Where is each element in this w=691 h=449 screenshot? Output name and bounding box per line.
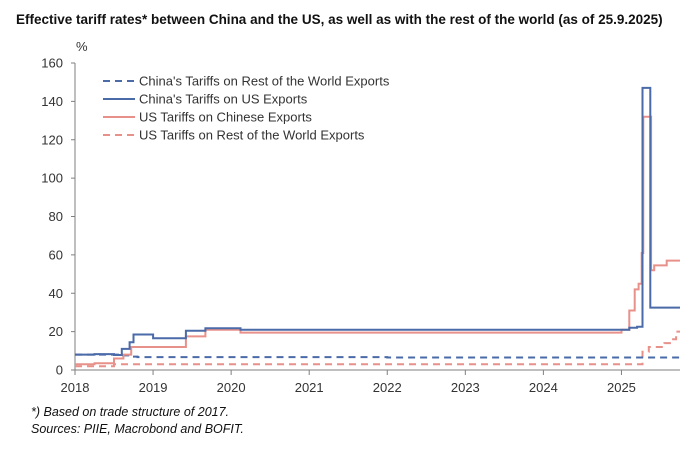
y-tick-label: 60 bbox=[49, 247, 63, 262]
x-tick-label: 2025 bbox=[607, 380, 636, 395]
y-tick-label: 20 bbox=[49, 324, 63, 339]
chart-title: Effective tariff rates* between China an… bbox=[16, 12, 663, 27]
y-axis-label: % bbox=[76, 39, 88, 54]
legend-label-3: US Tariffs on Rest of the World Exports bbox=[139, 128, 365, 143]
series-layer bbox=[75, 86, 680, 368]
legend-label-1: China's Tariffs on US Exports bbox=[139, 92, 308, 107]
series-line-2 bbox=[75, 115, 680, 366]
x-tick-label: 2023 bbox=[451, 380, 480, 395]
y-tick-label: 120 bbox=[41, 132, 63, 147]
x-tick-label: 2022 bbox=[373, 380, 402, 395]
y-tick-label: 0 bbox=[56, 363, 63, 378]
x-tick-label: 2024 bbox=[529, 380, 558, 395]
x-tick-label: 2019 bbox=[139, 380, 168, 395]
x-tick-label: 2018 bbox=[61, 380, 90, 395]
footnote: *) Based on trade structure of 2017. bbox=[31, 405, 230, 419]
tariff-chart: 0 20 40 60 80 100 120 140 160% 2018 2019 2020 2021 20… bbox=[41, 39, 680, 395]
x-tick-label: 2020 bbox=[217, 380, 246, 395]
legend-label-2: US Tariffs on Chinese Exports bbox=[139, 110, 312, 125]
series-line-0 bbox=[75, 353, 680, 359]
legend-label-0: China's Tariffs on Rest of the World Exp… bbox=[139, 74, 390, 89]
source-note: Sources: PIIE, Macrobond and BOFIT. bbox=[31, 422, 244, 436]
series-line-1 bbox=[75, 86, 680, 356]
chart-notes: *) Based on trade structure of 2017. Sou… bbox=[31, 404, 244, 438]
chart-axes: 0 20 40 60 80 100 120 140 160% 2018 2019 2020 2021 20… bbox=[41, 39, 680, 395]
y-tick-label: 40 bbox=[49, 286, 63, 301]
y-tick-label: 140 bbox=[41, 94, 63, 109]
series-line-3 bbox=[75, 330, 680, 368]
y-tick-label: 160 bbox=[41, 56, 63, 71]
y-tick-label: 80 bbox=[49, 209, 63, 224]
y-tick-label: 100 bbox=[41, 171, 63, 186]
chart-legend: China's Tariffs on Rest of the World Exp… bbox=[103, 74, 390, 143]
x-tick-label: 2021 bbox=[295, 380, 324, 395]
